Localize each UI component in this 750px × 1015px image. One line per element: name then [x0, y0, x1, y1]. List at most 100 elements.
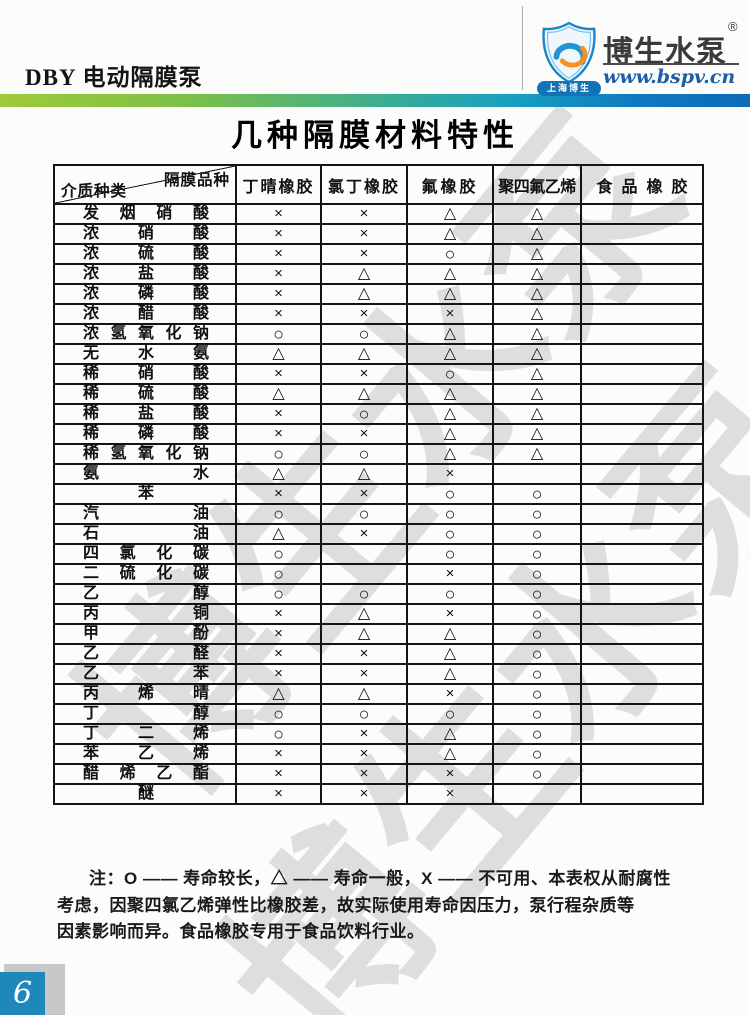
medium-name-cell: 发烟硝酸 [53, 203, 237, 225]
rating-cell: ○ [492, 523, 582, 545]
rating-cell [580, 343, 704, 365]
table-footnote: 注：O —— 寿命较长，△ —— 寿命一般，X —— 不可用、本表权从耐腐性 考… [57, 866, 719, 946]
page-number-badge: 6 [0, 972, 45, 1015]
column-header: 食品橡胶 [580, 164, 704, 205]
rating-cell: ○ [320, 583, 408, 605]
rating-cell: △ [406, 643, 494, 665]
rating-cell: △ [492, 303, 582, 325]
rating-cell: ○ [492, 503, 582, 525]
rating-cell: × [235, 303, 322, 325]
rating-cell: △ [320, 463, 408, 485]
table-row: 浓硫酸 × × ○ △ [53, 243, 704, 265]
rating-cell: △ [406, 203, 494, 225]
rating-cell: ○ [406, 703, 494, 725]
table-row: 浓磷酸 × △ △ △ [53, 283, 704, 305]
rating-cell: × [235, 203, 322, 225]
company-shield-logo-icon [540, 21, 598, 89]
medium-name-cell: 甲酚 [53, 623, 237, 645]
rating-cell: △ [320, 603, 408, 625]
rating-cell: ○ [406, 503, 494, 525]
table-row: 丙烯晴 △ △ × ○ [53, 683, 704, 705]
rating-cell: △ [406, 623, 494, 645]
page-number: 6 [12, 976, 33, 1011]
rating-cell: ○ [406, 523, 494, 545]
rating-cell: ○ [320, 403, 408, 425]
rating-cell: × [235, 763, 322, 785]
table-row: 乙苯 × × △ ○ [53, 663, 704, 685]
rating-cell: ○ [235, 543, 322, 565]
column-header: 丁晴橡胶 [235, 164, 322, 205]
header-gradient-bar [0, 94, 750, 107]
rating-cell [580, 243, 704, 265]
medium-name-cell: 丙烯晴 [53, 683, 237, 705]
medium-name-cell: 稀硫酸 [53, 383, 237, 405]
rating-cell: △ [235, 383, 322, 405]
rating-cell [580, 223, 704, 245]
rating-cell: × [235, 423, 322, 445]
rating-cell [580, 403, 704, 425]
table-row: 汽油 ○ ○ ○ ○ [53, 503, 704, 525]
rating-cell [580, 483, 704, 505]
medium-name-cell: 二硫化碳 [53, 563, 237, 585]
rating-cell [580, 783, 704, 805]
rating-cell: × [235, 223, 322, 245]
page-title: 几种隔膜材料特性 [231, 118, 519, 153]
rating-cell: △ [492, 283, 582, 305]
medium-name-cell: 四氯化碳 [53, 543, 237, 565]
table-row: 丙铜 × △ × ○ [53, 603, 704, 625]
table-row: 醋烯乙酯 × × × ○ [53, 763, 704, 785]
rating-cell: × [406, 563, 494, 585]
medium-name-cell: 稀氢氧化钠 [53, 443, 237, 465]
medium-name-cell: 稀磷酸 [53, 423, 237, 445]
rating-cell [320, 543, 408, 565]
rating-cell: × [406, 683, 494, 705]
rating-cell: △ [492, 263, 582, 285]
column-header: 聚四氟乙烯 [492, 164, 582, 205]
rating-cell: × [406, 303, 494, 325]
rating-cell [580, 583, 704, 605]
table-row: 醚 × × × [53, 783, 704, 805]
rating-cell: × [320, 223, 408, 245]
column-header: 氟橡胶 [406, 164, 494, 205]
brand-website: www.bspv.cn [603, 66, 736, 88]
rating-cell: ○ [492, 583, 582, 605]
rating-cell: × [320, 203, 408, 225]
rating-cell [492, 783, 582, 805]
table-corner-cell: 隔膜品种 介质种类 [53, 164, 237, 205]
medium-name-cell: 石油 [53, 523, 237, 545]
rating-cell [580, 743, 704, 765]
rating-cell: ○ [320, 323, 408, 345]
rating-cell: △ [406, 283, 494, 305]
rating-cell: × [320, 303, 408, 325]
medium-name-cell: 丙铜 [53, 603, 237, 625]
rating-cell: × [235, 483, 322, 505]
table-row: 稀硝酸 × × ○ △ [53, 363, 704, 385]
medium-name-cell: 乙醇 [53, 583, 237, 605]
rating-cell: × [320, 363, 408, 385]
rating-cell [580, 623, 704, 645]
rating-cell: ○ [492, 723, 582, 745]
rating-cell: △ [406, 263, 494, 285]
rating-cell [320, 563, 408, 585]
rating-cell: × [235, 283, 322, 305]
rating-cell: ○ [406, 583, 494, 605]
rating-cell: △ [406, 383, 494, 405]
medium-name-cell: 浓硝酸 [53, 223, 237, 245]
rating-cell [580, 763, 704, 785]
rating-cell: × [235, 783, 322, 805]
rating-cell [580, 423, 704, 445]
rating-cell: △ [235, 463, 322, 485]
table-row: 丁二烯 ○ × △ ○ [53, 723, 704, 745]
materials-table: 隔膜品种 介质种类 丁晴橡胶 氯丁橡胶 氟橡胶 聚四氟乙烯 食品橡胶 发烟硝酸 ×… [53, 164, 704, 805]
materials-table-body: 发烟硝酸 × × △ △ 浓硝酸 × × △ △ 浓硫酸 × × ○ △ 浓盐酸 × △ △ △ 浓磷酸 × △ △ △ 浓醋酸 ×… [53, 203, 704, 805]
rating-cell: × [320, 483, 408, 505]
rating-cell: △ [406, 723, 494, 745]
medium-name-cell: 无水氨 [53, 343, 237, 365]
table-row: 苯 × × ○ ○ [53, 483, 704, 505]
medium-name-cell: 浓磷酸 [53, 283, 237, 305]
rating-cell [580, 543, 704, 565]
rating-cell: △ [406, 743, 494, 765]
rating-cell: △ [492, 423, 582, 445]
rating-cell: ○ [406, 363, 494, 385]
product-line-title: DBY 电动隔膜泵 [25, 65, 203, 90]
